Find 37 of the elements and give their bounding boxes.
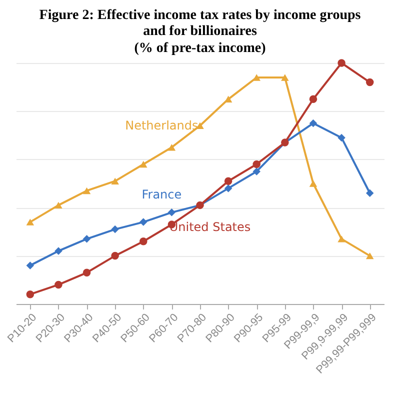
point [140,218,148,226]
point [140,160,148,168]
point [252,74,260,81]
point [54,280,62,289]
point [338,236,346,242]
series-label: Netherlands [125,118,198,132]
point [26,218,34,226]
point [54,202,62,209]
point [54,247,62,255]
series-label: France [142,187,182,202]
point [338,134,346,142]
point [111,178,119,184]
point [82,187,91,194]
point [140,237,148,246]
point [224,177,232,185]
point [366,189,374,198]
point [111,252,119,260]
point [252,160,260,168]
point [224,96,232,103]
point [366,78,374,86]
point [366,252,374,260]
point [26,262,34,270]
chart-subtitle: (% of pre-tax income) [134,41,266,56]
point [338,59,346,67]
point [82,235,91,243]
point [26,290,34,298]
point [168,144,176,151]
point [224,184,232,192]
point [82,268,91,277]
point [309,180,318,187]
point [309,119,318,128]
point [252,168,260,176]
point [168,208,176,216]
point [111,225,119,234]
point [309,95,318,104]
point [281,74,289,81]
chart-title: Figure 2: Effective income tax rates by income groups and for billionaires [39,8,362,40]
